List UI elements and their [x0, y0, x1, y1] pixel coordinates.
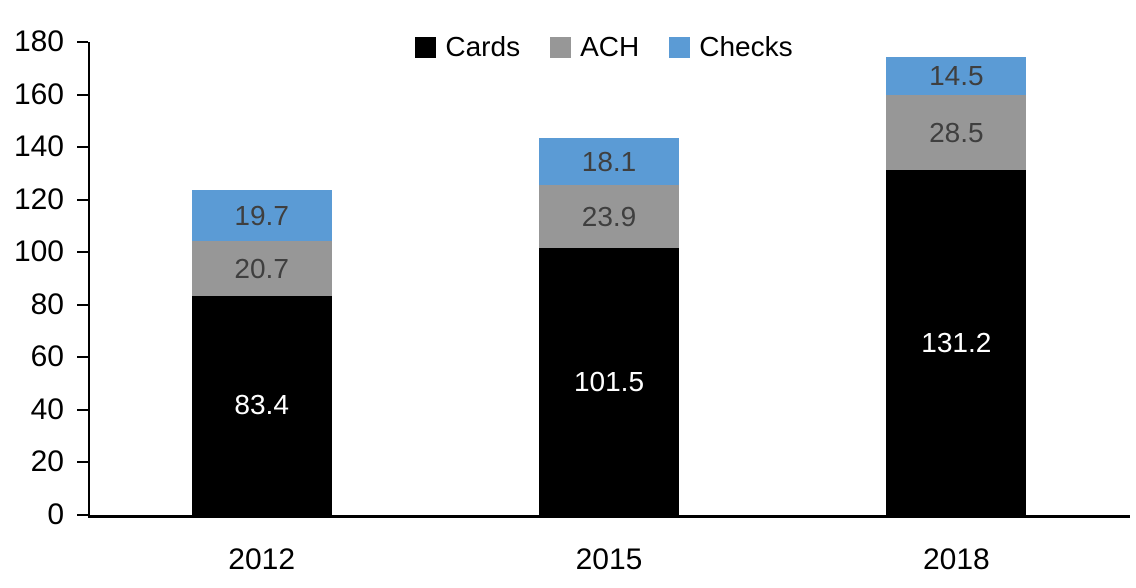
x-axis-line [88, 515, 1130, 518]
y-axis-tick [77, 93, 88, 96]
bar-segment-checks-2015: 18.1 [539, 137, 679, 186]
legend-swatch-icon [550, 36, 572, 58]
bar-segment-cards-2015: 101.5 [539, 248, 679, 515]
y-axis-tick [77, 251, 88, 254]
bar-segment-checks-2012: 19.7 [191, 189, 332, 242]
y-axis-tick [77, 514, 88, 516]
y-axis-tick-label: 140 [13, 130, 64, 164]
legend-label: Cards [445, 31, 521, 62]
y-axis-tick-label: 0 [47, 498, 64, 531]
bar-segment-cards-2018: 131.2 [886, 170, 1027, 515]
bar-segment-value-label: 20.7 [234, 252, 289, 284]
bar-segment-cards-2012: 83.4 [191, 295, 332, 515]
legend-label: ACH [580, 31, 640, 62]
y-axis-tick-label: 180 [13, 25, 64, 58]
x-axis-category-label: 2018 [922, 543, 990, 576]
y-axis-tick [77, 41, 88, 43]
y-axis-tick-label: 120 [13, 182, 64, 216]
bar-segment-value-label: 131.2 [921, 326, 992, 358]
legend-item-ach: ACH [550, 33, 639, 61]
bar-segment-value-label: 101.5 [573, 365, 645, 397]
bar-segment-ach-2018: 28.5 [886, 95, 1027, 171]
x-axis-category-label: 2012 [228, 543, 296, 576]
bar-segment-value-label: 19.7 [234, 199, 289, 231]
y-axis-tick [77, 198, 88, 201]
y-axis-tick [77, 303, 88, 306]
legend-item-checks: Checks [669, 31, 793, 62]
y-axis-tick-label: 80 [30, 287, 64, 321]
y-axis-tick-label: 160 [13, 77, 64, 111]
y-axis-tick [77, 408, 88, 411]
legend-swatch-icon [415, 36, 437, 58]
bar-segment-checks-2018: 14.5 [886, 57, 1027, 96]
bar-segment-value-label: 18.1 [581, 145, 637, 177]
bar-segment-value-label: 23.9 [581, 200, 637, 232]
legend-item-cards: Cards [415, 33, 520, 61]
x-axis-category-label: 2015 [575, 543, 643, 576]
y-axis-line [88, 42, 90, 518]
bar-segment-value-label: 28.5 [929, 116, 984, 148]
y-axis-tick [77, 146, 88, 149]
chart-legend: Cards ACH Checks [30, 33, 1136, 61]
bar-segment-value-label: 14.5 [929, 60, 984, 92]
legend-label: Checks [699, 31, 793, 62]
bar-segment-ach-2012: 20.7 [191, 241, 332, 296]
y-axis-tick-label: 40 [30, 392, 64, 426]
y-axis-tick [77, 461, 88, 464]
bar-segment-ach-2015: 23.9 [539, 185, 679, 249]
bar-segment-value-label: 83.4 [234, 389, 289, 421]
y-axis-tick-label: 60 [30, 340, 64, 374]
legend-swatch-icon [669, 36, 691, 58]
y-axis-tick-label: 100 [13, 235, 64, 269]
y-axis-tick-label: 20 [30, 445, 64, 479]
y-axis-tick [77, 356, 88, 359]
